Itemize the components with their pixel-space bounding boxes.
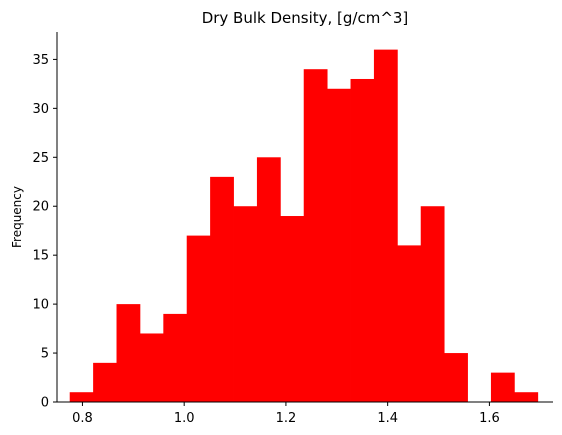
histogram-bar — [490, 372, 515, 402]
histogram-bar — [444, 353, 468, 402]
histogram-bar — [93, 362, 117, 402]
y-tick-label: 10 — [32, 298, 49, 313]
y-tick-label: 15 — [32, 249, 49, 264]
y-tick-label: 25 — [32, 151, 49, 166]
histogram-bar — [303, 69, 328, 402]
histogram-bar — [210, 176, 234, 402]
histogram-bar — [397, 245, 422, 402]
y-axis-label: Frequency — [10, 186, 24, 248]
histogram-bar — [280, 216, 305, 402]
y-tick-label: 35 — [32, 53, 49, 68]
x-ticks: 0.8 1.0 1.2 1.4 1.6 — [72, 402, 500, 426]
x-tick-label: 1.0 — [174, 411, 195, 426]
x-tick-label: 1.6 — [479, 411, 500, 426]
histogram-bar — [116, 304, 141, 402]
histogram-bar — [69, 392, 94, 402]
histogram-bar — [514, 392, 539, 402]
histogram-bar — [373, 49, 398, 403]
x-tick-label: 1.4 — [377, 411, 398, 426]
bars-group — [69, 49, 539, 403]
y-tick-label: 20 — [32, 200, 49, 215]
x-tick-label: 0.8 — [72, 411, 93, 426]
histogram-bar — [163, 313, 188, 402]
y-tick-label: 0 — [41, 396, 49, 411]
chart-title: Dry Bulk Density, [g/cm^3] — [202, 9, 409, 27]
x-tick-label: 1.2 — [276, 411, 297, 426]
y-ticks: 0 5 10 15 20 25 30 35 — [32, 53, 57, 411]
histogram-bar — [350, 78, 375, 402]
histogram-bar — [139, 333, 164, 402]
histogram-bar — [420, 206, 445, 402]
y-tick-label: 30 — [32, 102, 49, 117]
histogram-bar — [186, 235, 211, 402]
histogram-bar — [327, 88, 351, 403]
y-tick-label: 5 — [41, 347, 49, 362]
histogram-bar — [256, 157, 281, 402]
histogram-bar — [233, 206, 258, 402]
